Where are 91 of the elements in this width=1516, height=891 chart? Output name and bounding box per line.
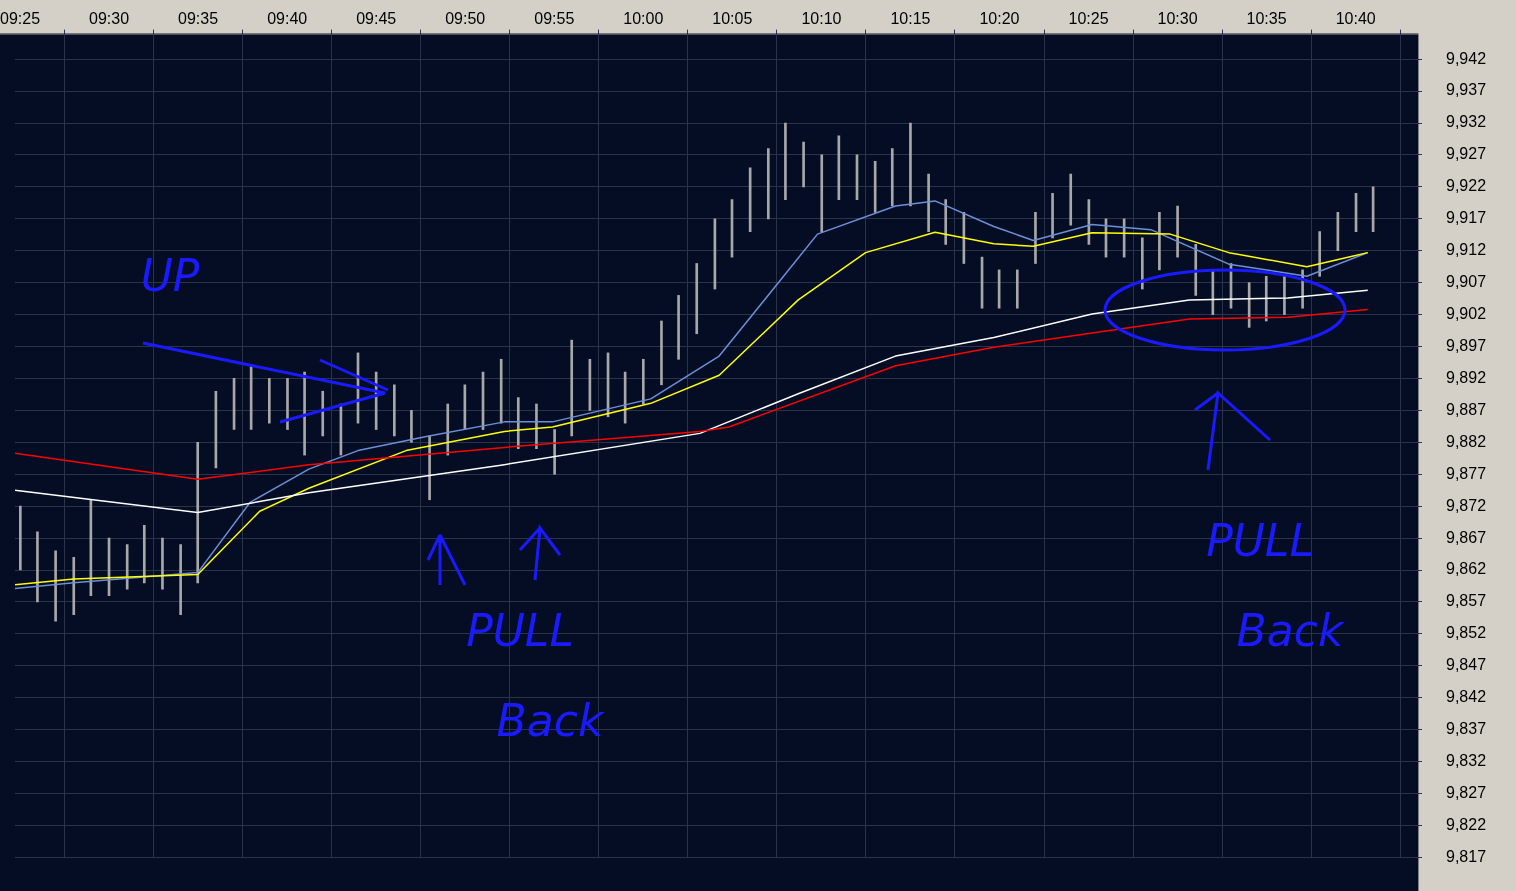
x-tick-label: 09:45 [356, 10, 397, 28]
bar [1158, 212, 1161, 271]
bar [890, 148, 894, 207]
bar [19, 505, 22, 571]
y-tick-label: 9,827 [1446, 783, 1487, 801]
bar [267, 378, 271, 424]
y-tick-label: 9,932 [1446, 113, 1487, 131]
bar [944, 199, 948, 245]
bar [641, 358, 645, 405]
bar [570, 339, 574, 437]
bar [125, 544, 129, 590]
x-tick-label: 09:30 [89, 10, 130, 28]
x-tick-label: 10:10 [801, 10, 842, 28]
bar [1264, 275, 1268, 322]
bar [321, 390, 325, 437]
bar [196, 441, 200, 584]
bar [1194, 244, 1198, 296]
y-tick-label: 9,942 [1446, 49, 1487, 67]
bar [873, 160, 877, 213]
bar [303, 371, 306, 456]
bar [1283, 275, 1286, 315]
bar [142, 525, 146, 584]
x-tick-label: 09:55 [534, 10, 575, 28]
bar [766, 148, 770, 220]
y-tick-label: 9,902 [1446, 304, 1487, 322]
bar [802, 141, 805, 188]
y-tick-label: 9,927 [1446, 145, 1487, 163]
bar [1176, 205, 1179, 258]
bar [54, 550, 57, 622]
bar [161, 537, 164, 590]
y-tick-label: 9,872 [1446, 496, 1487, 514]
bar [695, 263, 699, 335]
bar [553, 429, 556, 475]
bar [927, 173, 930, 232]
x-tick-label: 10:20 [979, 10, 1020, 28]
y-tick-label: 9,842 [1446, 688, 1487, 706]
y-tick-label: 9,867 [1446, 528, 1487, 546]
bar [820, 154, 824, 232]
bar [446, 403, 450, 456]
bar [1318, 231, 1322, 277]
bar [1034, 212, 1037, 264]
x-tick-label: 09:50 [445, 10, 486, 28]
bar [909, 122, 912, 207]
bar [1140, 237, 1144, 290]
bar [36, 531, 39, 603]
y-tick-label: 9,907 [1446, 273, 1487, 291]
y-tick-label: 9,912 [1446, 241, 1487, 259]
x-tick-label: 10:25 [1068, 10, 1109, 28]
bar [286, 378, 289, 430]
bar [1015, 269, 1019, 309]
y-tick-label: 9,857 [1446, 592, 1487, 610]
y-tick-label: 9,917 [1446, 209, 1487, 227]
bar [1051, 192, 1054, 239]
y-tick-label: 9,877 [1446, 464, 1487, 482]
bar [660, 320, 663, 386]
y-tick-label: 9,887 [1446, 400, 1487, 418]
y-tick-label: 9,897 [1446, 336, 1487, 354]
annotation: PULL Back [466, 605, 605, 747]
bar [1069, 173, 1073, 226]
y-tick-label: 9,892 [1446, 368, 1487, 386]
y-tick-label: 9,922 [1446, 177, 1487, 195]
y-tick-label: 9,832 [1446, 752, 1487, 770]
bar [677, 295, 680, 360]
y-tick-label: 9,817 [1446, 847, 1487, 865]
x-tick-label: 10:30 [1157, 10, 1198, 28]
x-tick-label: 09:25 [0, 10, 41, 28]
y-tick-label: 9,937 [1446, 81, 1487, 99]
y-tick-label: 9,862 [1446, 560, 1487, 578]
x-tick-label: 10:35 [1246, 10, 1287, 28]
bar [499, 358, 503, 424]
x-tick-label: 09:35 [178, 10, 219, 28]
bar [393, 384, 396, 437]
x-tick-label: 10:05 [712, 10, 753, 28]
y-tick-label: 9,847 [1446, 656, 1487, 674]
x-tick-label: 10:40 [1335, 10, 1376, 28]
annotation: PULL Back [1206, 515, 1345, 657]
bar [410, 410, 413, 443]
x-tick-label: 10:00 [623, 10, 664, 28]
y-tick-label: 9,822 [1446, 815, 1487, 833]
y-tick-label: 9,837 [1446, 720, 1487, 738]
y-tick-label: 9,882 [1446, 432, 1487, 450]
bar [535, 403, 538, 450]
y-tick-label: 9,852 [1446, 624, 1487, 642]
annotation: UP [140, 250, 200, 302]
x-tick-label: 10:15 [890, 10, 931, 28]
bar [179, 544, 182, 616]
bar [72, 556, 76, 616]
x-tick-label: 09:40 [267, 10, 308, 28]
bar [1247, 282, 1251, 328]
bar [784, 122, 787, 200]
bar [516, 397, 520, 450]
